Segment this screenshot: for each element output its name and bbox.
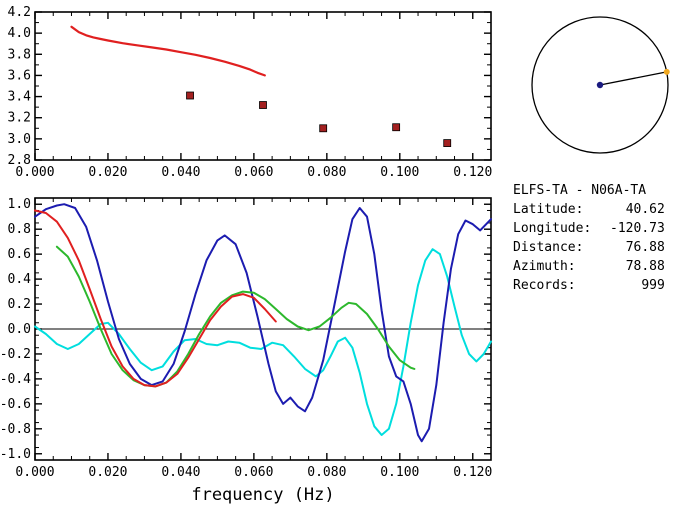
y-tick-label: 3.4: [8, 90, 32, 105]
x-tick-label: 0.040: [161, 165, 200, 180]
y-tick-label: 0.0: [8, 322, 31, 337]
azimuth-row: Azimuth: 78.88: [513, 257, 665, 276]
plot-frame: [34, 11, 492, 161]
x-tick-label: 0.020: [88, 165, 127, 180]
y-tick-label: 3.2: [8, 111, 31, 126]
x-tick-label: 0.000: [15, 465, 54, 480]
y-tick-label: -0.4: [0, 372, 31, 387]
series-red-trace: [34, 209, 277, 388]
x-tick-label: 0.080: [307, 165, 346, 180]
x-tick-label: 0.040: [161, 465, 200, 480]
y-tick-label: 1.0: [8, 197, 31, 212]
y-tick-label: -0.6: [0, 397, 31, 412]
x-tick-label: 0.060: [234, 465, 273, 480]
series-blue-trace: [34, 203, 492, 443]
y-tick-label: -0.8: [0, 422, 31, 437]
y-tick-label: 2.8: [8, 153, 31, 168]
station-center-dot: [596, 81, 604, 89]
longitude-label: Longitude:: [513, 221, 592, 236]
marker-picked-velocities: [186, 91, 194, 100]
y-tick-label: 0.6: [8, 247, 31, 262]
y-tick-label: 3.6: [8, 68, 31, 83]
distance-value: 76.88: [625, 240, 665, 255]
x-tick-label: 0.100: [380, 465, 419, 480]
azimuth-target-dot: [663, 68, 670, 75]
y-tick-label: 0.2: [8, 297, 31, 312]
x-tick-label: 0.120: [453, 165, 492, 180]
longitude-value: -120.73: [610, 221, 665, 236]
y-tick-label: 0.4: [8, 272, 32, 287]
distance-label: Distance:: [513, 240, 584, 255]
x-tick-label: 0.060: [234, 165, 273, 180]
records-label: Records:: [513, 278, 576, 293]
azimuth-line: [599, 71, 667, 86]
marker-picked-velocities: [443, 139, 452, 147]
y-tick-label: 3.0: [8, 132, 31, 147]
azimuth-diagram: [531, 16, 670, 154]
azimuth-value: 78.88: [625, 259, 665, 274]
y-tick-label: 0.8: [8, 222, 31, 237]
x-tick-label: 0.000: [15, 165, 54, 180]
y-tick-label: 3.8: [8, 47, 31, 62]
station-info-panel: ELFS-TA - N06A-TA Latitude: 40.62 Longit…: [513, 181, 665, 295]
x-tick-label: 0.100: [380, 165, 419, 180]
series-cyan-trace: [34, 248, 492, 436]
dispersion-chart: 0.000 0.020 0.040 0.060 0.080 0.100 0.120 2.8 3.…: [8, 5, 493, 180]
x-axis-title: frequency (Hz): [191, 485, 334, 505]
longitude-row: Longitude: -120.73: [513, 219, 665, 238]
latitude-label: Latitude:: [513, 202, 584, 217]
marker-picked-velocities: [259, 101, 267, 109]
y-tick-label: -1.0: [0, 447, 31, 462]
marker-picked-velocities: [319, 124, 328, 133]
station-pair-title: ELFS-TA - N06A-TA: [513, 183, 647, 198]
series-group-velocity-curve: [70, 25, 266, 77]
series-green-trace: [55, 245, 416, 388]
y-tick-label: 4.2: [8, 5, 31, 20]
x-tick-label: 0.020: [88, 465, 127, 480]
marker-picked-velocities: [392, 123, 401, 132]
x-tick-label: 0.080: [307, 465, 346, 480]
correlation-chart: 0.000 0.020 0.040 0.060 0.080 0.100 0.120 1.0 0.…: [0, 197, 492, 505]
records-row: Records: 999: [513, 276, 665, 295]
records-value: 999: [641, 278, 665, 293]
azimuth-label: Azimuth:: [513, 259, 576, 274]
x-tick-label: 0.120: [453, 465, 492, 480]
distance-row: Distance: 76.88: [513, 238, 665, 257]
y-tick-label: -0.2: [0, 347, 31, 362]
latitude-value: 40.62: [625, 202, 665, 217]
latitude-row: Latitude: 40.62: [513, 200, 665, 219]
azimuth-circle: [531, 16, 669, 154]
y-tick-label: 4.0: [8, 26, 31, 41]
